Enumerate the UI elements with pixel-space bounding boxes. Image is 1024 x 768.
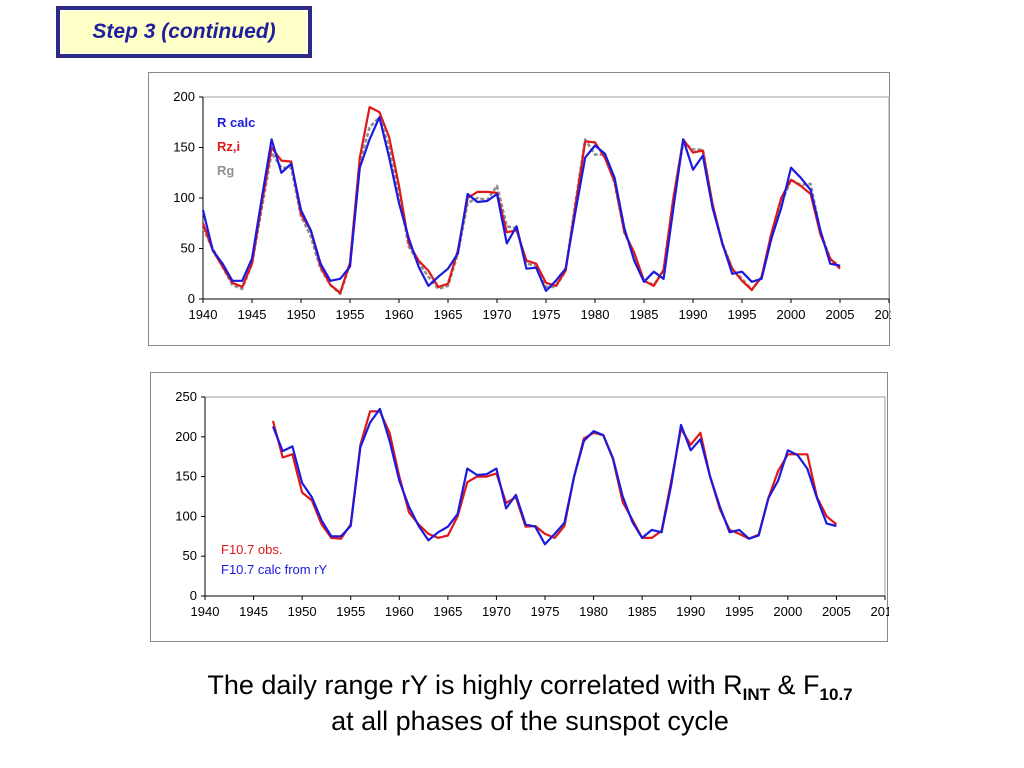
caption-text-prefix: The daily range rY is highly correlated … bbox=[207, 670, 743, 700]
y-tick-label-100: 100 bbox=[175, 508, 197, 523]
legend-entry-r-calc: R calc bbox=[217, 115, 255, 130]
caption-line-2: at all phases of the sunspot cycle bbox=[331, 706, 729, 736]
x-tick-label-2010: 2010 bbox=[871, 604, 889, 619]
x-tick-label-1940: 1940 bbox=[191, 604, 220, 619]
x-tick-label-1940: 1940 bbox=[189, 307, 218, 322]
x-tick-label-1970: 1970 bbox=[483, 307, 512, 322]
y-tick-label-50: 50 bbox=[183, 548, 197, 563]
caption-text-mid: & F bbox=[770, 670, 820, 700]
series-line-r-calc bbox=[201, 116, 841, 292]
legend-entry-f10-7-obs: F10.7 obs. bbox=[221, 542, 282, 557]
x-tick-label-1945: 1945 bbox=[239, 604, 268, 619]
x-tick-label-2005: 2005 bbox=[826, 307, 855, 322]
y-tick-label-250: 250 bbox=[175, 389, 197, 404]
y-tick-label-200: 200 bbox=[173, 89, 195, 104]
x-tick-label-1995: 1995 bbox=[725, 604, 754, 619]
legend-entry-rg: Rg bbox=[217, 163, 234, 178]
x-tick-label-1990: 1990 bbox=[679, 307, 708, 322]
x-tick-label-1965: 1965 bbox=[434, 307, 463, 322]
x-tick-label-2005: 2005 bbox=[822, 604, 851, 619]
f107-flux-chart: 0 50 100 150 200 250 1940 1945 1950 1955 1960 1965 1… bbox=[150, 372, 889, 642]
y-tick-label-50: 50 bbox=[181, 241, 195, 256]
legend-entry-f10-7-calc-from-ry: F10.7 calc from rY bbox=[221, 562, 328, 577]
x-tick-label-1965: 1965 bbox=[433, 604, 462, 619]
series-line-f10-7-calc-from-ry bbox=[271, 407, 837, 546]
y-tick-label-100: 100 bbox=[173, 190, 195, 205]
step-label-box: Step 3 (continued) bbox=[56, 6, 312, 58]
series-line-f10-7-obs bbox=[271, 410, 838, 540]
x-tick-label-1945: 1945 bbox=[238, 307, 267, 322]
caption-subscript-int: INT bbox=[742, 685, 771, 704]
x-tick-label-1980: 1980 bbox=[579, 604, 608, 619]
y-tick-label-0: 0 bbox=[190, 588, 197, 603]
x-tick-label-1990: 1990 bbox=[676, 604, 705, 619]
x-tick-label-1950: 1950 bbox=[288, 604, 317, 619]
y-tick-label-150: 150 bbox=[173, 140, 195, 155]
step-label: Step 3 (continued) bbox=[60, 10, 308, 54]
x-tick-label-1985: 1985 bbox=[630, 307, 659, 322]
x-tick-label-1960: 1960 bbox=[385, 604, 414, 619]
sunspot-number-plot: 0 50 100 150 200 1940 1945 1950 1955 1960 1965 1970… bbox=[173, 89, 891, 322]
x-tick-label-2000: 2000 bbox=[773, 604, 802, 619]
y-tick-label-0: 0 bbox=[188, 291, 195, 306]
plot-area bbox=[202, 96, 890, 300]
x-tick-label-1955: 1955 bbox=[336, 307, 365, 322]
x-tick-label-1970: 1970 bbox=[482, 604, 511, 619]
y-tick-label-200: 200 bbox=[175, 429, 197, 444]
x-tick-label-1975: 1975 bbox=[532, 307, 561, 322]
caption-subscript-107: 10.7 bbox=[819, 685, 853, 704]
x-tick-label-2000: 2000 bbox=[777, 307, 806, 322]
x-tick-label-1955: 1955 bbox=[336, 604, 365, 619]
f107-flux-plot: 0 50 100 150 200 250 1940 1945 1950 1955 1960 1965 1… bbox=[175, 389, 889, 619]
legend-entry-rz-i: Rz,i bbox=[217, 139, 240, 154]
sunspot-number-chart: 0 50 100 150 200 1940 1945 1950 1955 1960 1965 1970… bbox=[148, 72, 891, 346]
x-tick-label-1975: 1975 bbox=[531, 604, 560, 619]
caption-line-1: The daily range rY is highly correlated … bbox=[80, 670, 980, 705]
x-tick-label-1950: 1950 bbox=[287, 307, 316, 322]
y-tick-label-150: 150 bbox=[175, 469, 197, 484]
x-tick-label-1985: 1985 bbox=[628, 604, 657, 619]
x-tick-label-1960: 1960 bbox=[385, 307, 414, 322]
x-tick-label-1995: 1995 bbox=[728, 307, 757, 322]
x-tick-label-2010: 2010 bbox=[875, 307, 891, 322]
x-tick-label-1980: 1980 bbox=[581, 307, 610, 322]
